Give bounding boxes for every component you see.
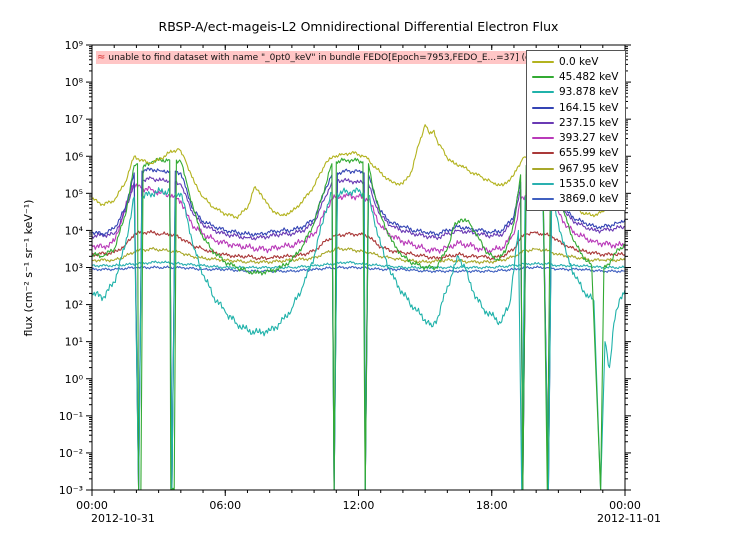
warning-text: unable to find dataset with name "_0pt0_…: [108, 53, 545, 63]
x-tick-label: 12:00: [343, 499, 375, 512]
y-tick-label: 10⁴: [65, 224, 84, 237]
legend-item: 3869.0 keV: [532, 192, 625, 207]
y-tick-label: 10⁻¹: [59, 410, 83, 423]
y-tick-label: 10⁻³: [59, 484, 83, 497]
legend-line-sample: [532, 121, 554, 124]
x-tick-label: 00:00: [609, 499, 641, 512]
legend-line-sample: [532, 60, 554, 63]
legend-line-sample: [532, 198, 554, 201]
series-line-45.482 keV: [92, 157, 625, 490]
series-group: [92, 124, 625, 490]
legend-line-sample: [532, 167, 554, 170]
legend-item: 393.27 keV: [532, 130, 625, 145]
legend-item: 967.95 keV: [532, 161, 625, 176]
y-tick-label: 10⁹: [65, 39, 83, 52]
legend-label: 655.99 keV: [559, 147, 619, 160]
series-line-1535.0 keV: [92, 260, 625, 270]
legend-item: 655.99 keV: [532, 146, 625, 161]
legend-label: 237.15 keV: [559, 116, 619, 129]
y-tick-label: 10⁶: [65, 150, 84, 163]
legend-item: 45.482 keV: [532, 69, 625, 84]
legend-line-sample: [532, 137, 554, 140]
legend-box: 0.0 keV 45.482 keV 93.878 keV 164.15 keV 237…: [526, 50, 626, 211]
x-tick-label: 00:00: [76, 499, 108, 512]
legend-label: 45.482 keV: [559, 70, 619, 83]
series-line-3869.0 keV: [92, 265, 625, 274]
x-tick-label: 18:00: [476, 499, 508, 512]
legend-label: 3869.0 keV: [559, 193, 619, 206]
y-axis-label: flux (cm⁻² s⁻¹ sr⁻¹ keV⁻¹): [22, 199, 35, 337]
warning-icon: ≈: [97, 52, 106, 63]
series-line-655.99 keV: [92, 229, 625, 261]
y-tick-label: 10⁸: [65, 76, 84, 89]
legend-label: 1535.0 keV: [559, 178, 619, 191]
legend-item: 164.15 keV: [532, 100, 625, 115]
y-tick-label: 10²: [65, 299, 83, 312]
legend-item: 93.878 keV: [532, 85, 625, 100]
y-tick-label: 10⁷: [65, 113, 83, 126]
x-date-right: 2012-11-01: [597, 512, 661, 525]
y-tick-label: 10⁵: [65, 187, 83, 200]
legend-line-sample: [532, 91, 554, 94]
x-date-left: 2012-10-31: [91, 512, 155, 525]
x-tick-label: 06:00: [209, 499, 241, 512]
legend-label: 164.15 keV: [559, 101, 619, 114]
legend-label: 393.27 keV: [559, 132, 619, 145]
y-tick-label: 10⁰: [65, 373, 84, 386]
legend-label: 0.0 keV: [559, 55, 599, 68]
legend-item: 1535.0 keV: [532, 176, 625, 191]
plot-title: RBSP-A/ect-mageis-L2 Omnidirectional Dif…: [158, 19, 559, 34]
legend-item: 0.0 keV: [532, 54, 625, 69]
legend-item: 237.15 keV: [532, 115, 625, 130]
legend-line-sample: [532, 75, 554, 78]
legend-line-sample: [532, 106, 554, 109]
y-tick-label: 10³: [65, 262, 83, 275]
legend-line-sample: [532, 152, 554, 155]
legend-label: 93.878 keV: [559, 86, 619, 99]
y-tick-label: 10⁻²: [59, 447, 83, 460]
legend-line-sample: [532, 183, 554, 186]
series-line-967.95 keV: [92, 246, 625, 265]
y-tick-label: 10¹: [65, 336, 83, 349]
warning-message: ≈ unable to find dataset with name "_0pt0…: [96, 51, 545, 64]
legend-label: 967.95 keV: [559, 162, 619, 175]
